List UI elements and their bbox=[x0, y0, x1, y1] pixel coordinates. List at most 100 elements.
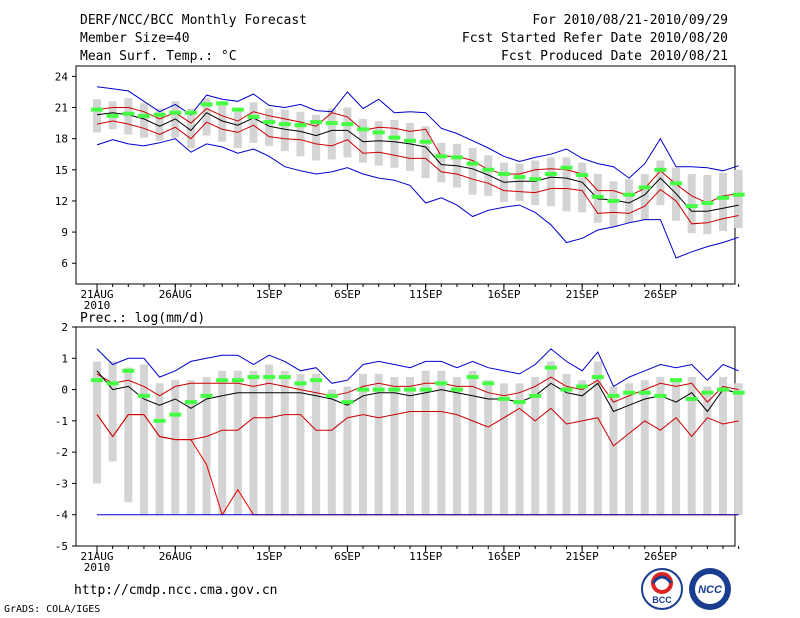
spread-box bbox=[562, 157, 571, 212]
observation-mark bbox=[184, 400, 197, 405]
spread-box bbox=[437, 142, 446, 183]
observation-mark bbox=[184, 110, 197, 115]
spread-box bbox=[421, 370, 430, 515]
observation-mark bbox=[591, 375, 604, 380]
observation-mark bbox=[388, 135, 401, 140]
grads-credit: GrADS: COLA/IGES bbox=[4, 604, 101, 615]
observation-mark bbox=[529, 177, 542, 182]
observation-mark bbox=[576, 384, 589, 389]
spread-box bbox=[609, 386, 618, 515]
spread-box bbox=[186, 380, 195, 515]
observation-mark bbox=[263, 120, 276, 125]
observation-mark bbox=[388, 387, 401, 392]
spread-box bbox=[139, 103, 148, 138]
spread-box bbox=[640, 380, 649, 515]
spread-box bbox=[124, 98, 133, 135]
spread-box bbox=[656, 160, 665, 206]
panel-title: Prec.: log(mm/d) bbox=[80, 311, 205, 326]
observation-mark bbox=[278, 375, 291, 380]
observation-mark bbox=[670, 181, 683, 186]
x-year-label: 2010 bbox=[84, 299, 111, 312]
observation-mark bbox=[153, 112, 166, 117]
x-tick-label: 16SEP bbox=[487, 550, 520, 563]
spread-box bbox=[719, 172, 727, 232]
spread-box bbox=[359, 373, 368, 515]
spread-box bbox=[171, 380, 180, 515]
observation-mark bbox=[419, 387, 432, 392]
series-lower-line bbox=[96, 120, 739, 225]
spread-box bbox=[233, 370, 242, 515]
precipitation-panel: -5 -4 -3 -2 -1 0 1 2 21AUG 26AUG 1SEP 6SEP 11SEP 16SE… bbox=[55, 311, 745, 574]
observation-mark bbox=[404, 138, 416, 143]
x-tick-label: 21AUG bbox=[80, 550, 113, 563]
spread-box bbox=[93, 99, 101, 133]
spread-box bbox=[202, 377, 211, 515]
spread-box bbox=[233, 107, 242, 149]
observation-mark bbox=[560, 387, 573, 392]
start-ref-date: Fcst Started Refer Date 2010/08/20 bbox=[461, 31, 728, 46]
observation-mark bbox=[137, 113, 150, 118]
spread-box bbox=[280, 109, 289, 152]
spread-box bbox=[499, 383, 508, 515]
observation-mark bbox=[591, 194, 604, 199]
observation-mark bbox=[263, 375, 276, 380]
observation-mark bbox=[341, 400, 354, 405]
y-tick-label: 6 bbox=[61, 257, 68, 270]
bcc-logo: BCC bbox=[641, 568, 683, 610]
plot-frame bbox=[75, 65, 736, 285]
chart-title: DERF/NCC/BCC Monthly Forecast bbox=[80, 13, 307, 28]
footer-url[interactable]: http://cmdp.ncc.cma.gov.cn bbox=[74, 583, 278, 598]
y-tick-label: 2 bbox=[61, 321, 68, 334]
x-tick-label: 21AUG bbox=[80, 288, 113, 301]
spread-box bbox=[312, 114, 321, 161]
spread-box bbox=[249, 102, 258, 143]
x-tick-label: 26SEP bbox=[644, 288, 677, 301]
observation-mark bbox=[607, 393, 620, 398]
observation-mark bbox=[732, 390, 745, 395]
observation-mark bbox=[231, 107, 244, 112]
spread-box bbox=[359, 118, 368, 163]
observation-mark bbox=[450, 155, 463, 160]
x-tick-label: 11SEP bbox=[409, 550, 442, 563]
observation-mark bbox=[529, 393, 542, 398]
observation-mark bbox=[717, 387, 729, 392]
x-tick-label: 1SEP bbox=[256, 550, 283, 563]
ncc-logo: NCC bbox=[689, 568, 731, 610]
observation-mark bbox=[357, 127, 370, 132]
observation-mark bbox=[357, 387, 370, 392]
observation-mark bbox=[497, 396, 510, 401]
y-tick-label: -3 bbox=[55, 477, 68, 490]
y-tick-label: -4 bbox=[55, 509, 69, 522]
spread-box bbox=[421, 126, 430, 179]
x-tick-label: 1SEP bbox=[256, 288, 283, 301]
spread-box bbox=[249, 370, 258, 515]
x-tick-label: 11SEP bbox=[409, 288, 442, 301]
observation-mark bbox=[576, 173, 589, 177]
series-mean-line bbox=[96, 112, 739, 212]
spread-box bbox=[625, 179, 634, 223]
spread-box bbox=[280, 370, 289, 515]
observation-mark bbox=[654, 393, 667, 398]
x-tick-label: 26AUG bbox=[159, 288, 192, 301]
bcc-logo-text: BCC bbox=[652, 595, 672, 605]
observation-mark bbox=[372, 387, 385, 392]
observation-mark bbox=[685, 204, 698, 209]
spread-box bbox=[531, 160, 540, 206]
observation-mark bbox=[310, 378, 323, 383]
spread-box bbox=[343, 386, 352, 515]
observation-mark bbox=[216, 101, 229, 106]
spread-box bbox=[578, 162, 587, 213]
observation-mark bbox=[717, 195, 729, 200]
y-tick-label: 18 bbox=[55, 133, 68, 146]
observation-mark bbox=[623, 390, 636, 395]
spread-box bbox=[390, 119, 399, 168]
temperature-panel: 6 9 12 15 18 21 24 21AUG 26AUG 1SEP 6SEP 11SEP 16SEP… bbox=[55, 65, 745, 312]
observation-mark bbox=[294, 123, 307, 128]
y-tick-label: 0 bbox=[61, 384, 68, 397]
y-tick-label: 15 bbox=[55, 164, 68, 177]
spread-box bbox=[327, 389, 336, 515]
observation-mark bbox=[497, 171, 510, 176]
observation-mark bbox=[247, 375, 260, 380]
series-max-line bbox=[96, 348, 739, 388]
